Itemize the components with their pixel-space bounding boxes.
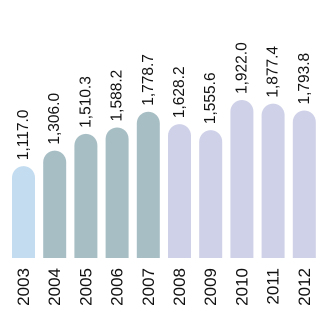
bar-2007	[136, 111, 160, 258]
bar-2006	[105, 127, 129, 258]
year-label-2008: 2008	[170, 268, 189, 306]
bar-2005	[74, 133, 98, 258]
bar-2004	[43, 150, 67, 258]
year-label-2009: 2009	[201, 268, 220, 306]
year-label-2003: 2003	[14, 268, 33, 306]
value-label-2010: 1,922.0	[233, 42, 250, 94]
year-label-2012: 2012	[295, 268, 314, 306]
value-label-2011: 1,877.4	[265, 46, 282, 98]
year-label-2004: 2004	[45, 268, 64, 306]
value-label-2008: 1,628.2	[171, 66, 188, 118]
year-labels-layer: 2003 2004 2005 2006 2007 2008 2009 2010 2011 2012	[14, 268, 314, 306]
bar-2003	[12, 166, 35, 258]
year-label-2010: 2010	[232, 268, 251, 306]
bars-layer	[12, 100, 316, 258]
bar-2011	[261, 103, 285, 258]
value-label-2004: 1,306.0	[46, 93, 63, 145]
value-label-2012: 1,793.8	[296, 53, 313, 105]
bar-2010	[230, 100, 254, 258]
value-label-2006: 1,588.2	[109, 70, 126, 122]
value-label-2005: 1,510.3	[77, 76, 94, 128]
year-label-2005: 2005	[76, 268, 95, 306]
bar-2008	[168, 124, 191, 258]
value-label-2007: 1,778.7	[140, 54, 157, 106]
bar-2012	[292, 110, 316, 258]
value-labels-layer: 1,117.0 1,306.0 1,510.3 1,588.2 1,778.7 1,628…	[15, 42, 313, 160]
year-label-2007: 2007	[139, 268, 158, 306]
bar-2009	[199, 130, 223, 258]
year-label-2011: 2011	[264, 268, 283, 305]
value-label-2003: 1,117.0	[15, 109, 32, 160]
year-label-2006: 2006	[108, 268, 127, 306]
value-label-2009: 1,555.6	[202, 72, 219, 124]
